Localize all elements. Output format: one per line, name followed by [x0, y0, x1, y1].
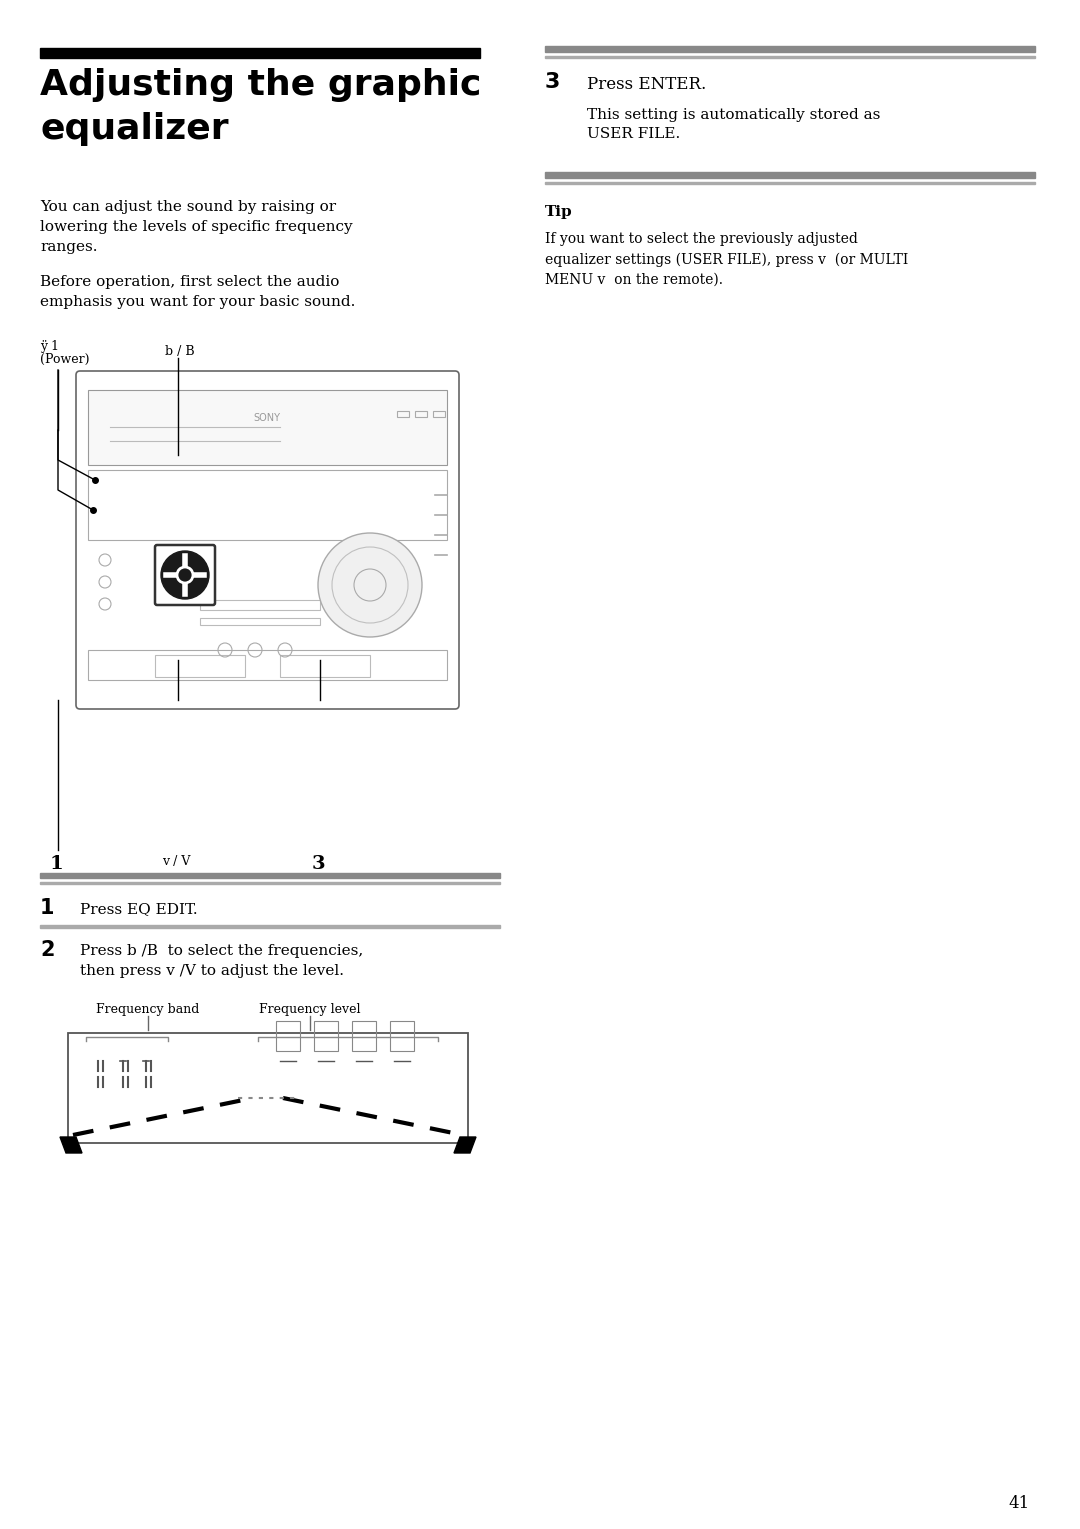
Bar [68, 1034, 468, 1144]
Bar [390, 1021, 414, 1050]
Bar [314, 1021, 338, 1050]
Text: Before operation, first select the audio
emphasis you want for your basic sound.: Before operation, first select the audio… [40, 275, 355, 309]
Bar [280, 654, 370, 677]
Text: Press b /B  to select the frequencies,
then press v /V to adjust the level.: Press b /B to select the frequencies, th… [80, 943, 363, 977]
Bar [545, 46, 1035, 52]
Text: 3: 3 [545, 72, 561, 92]
FancyBboxPatch shape [156, 544, 215, 605]
Bar [40, 882, 500, 884]
Text: Adjusting the graphic: Adjusting the graphic [40, 67, 482, 102]
Bar [40, 873, 500, 878]
Circle shape [177, 567, 193, 583]
Bar [276, 1021, 300, 1050]
Bar [200, 618, 320, 625]
Text: ÿ 1: ÿ 1 [40, 339, 59, 353]
Bar [397, 411, 409, 417]
Text: (Power): (Power) [40, 353, 90, 365]
Text: If you want to select the previously adjusted
equalizer settings (USER FILE), pr: If you want to select the previously adj… [545, 232, 908, 287]
Polygon shape [60, 1138, 82, 1153]
Bar [415, 411, 427, 417]
Bar [545, 57, 1035, 58]
Bar [200, 599, 320, 610]
Text: 1: 1 [50, 855, 64, 873]
Text: Press ENTER.: Press ENTER. [588, 76, 706, 93]
Bar [545, 182, 1035, 183]
Text: b / B: b / B [165, 346, 194, 358]
Bar [433, 411, 445, 417]
Bar [87, 469, 447, 540]
Circle shape [161, 550, 210, 599]
Text: You can adjust the sound by raising or
lowering the levels of specific frequency: You can adjust the sound by raising or l… [40, 200, 353, 254]
Bar [87, 390, 447, 465]
Text: 41: 41 [1009, 1495, 1030, 1512]
Polygon shape [454, 1138, 476, 1153]
Text: equalizer: equalizer [40, 112, 229, 145]
Bar [87, 650, 447, 680]
Text: 3: 3 [312, 855, 326, 873]
Bar [40, 47, 480, 58]
Bar [545, 171, 1035, 177]
Bar [40, 925, 500, 928]
Bar [352, 1021, 376, 1050]
Text: This setting is automatically stored as
USER FILE.: This setting is automatically stored as … [588, 109, 880, 142]
Text: SONY: SONY [254, 413, 281, 424]
Bar [156, 654, 245, 677]
Text: 2: 2 [40, 940, 54, 960]
Text: Press EQ EDIT.: Press EQ EDIT. [80, 902, 198, 916]
Text: Tip: Tip [545, 205, 572, 219]
Text: v / V: v / V [162, 855, 190, 868]
Text: Frequency band: Frequency band [96, 1003, 200, 1015]
Text: 1: 1 [40, 898, 54, 917]
Text: Frequency level: Frequency level [259, 1003, 361, 1015]
Circle shape [318, 534, 422, 638]
